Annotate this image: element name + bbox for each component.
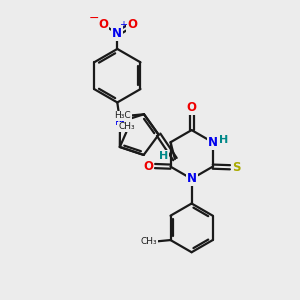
- Text: −: −: [89, 11, 99, 25]
- Text: O: O: [143, 160, 154, 172]
- Text: O: O: [98, 18, 108, 31]
- Text: +: +: [119, 20, 127, 30]
- Text: N: N: [187, 172, 196, 185]
- Text: N: N: [115, 115, 125, 128]
- Text: H: H: [219, 135, 229, 145]
- Text: S: S: [232, 161, 241, 174]
- Text: N: N: [208, 136, 218, 149]
- Text: H₃C: H₃C: [114, 111, 131, 120]
- Text: CH₃: CH₃: [140, 237, 157, 246]
- Text: H: H: [159, 151, 168, 160]
- Text: N: N: [112, 27, 122, 40]
- Text: CH₃: CH₃: [118, 122, 135, 131]
- Text: O: O: [187, 101, 196, 114]
- Text: O: O: [127, 18, 137, 31]
